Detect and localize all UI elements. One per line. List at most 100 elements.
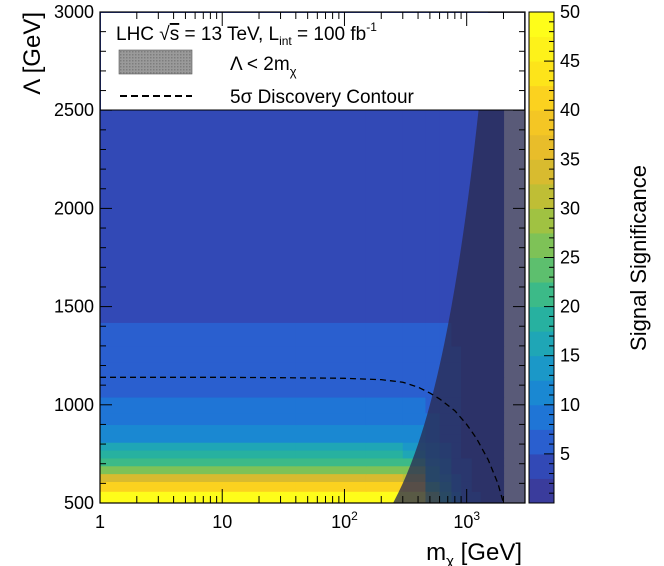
- heatmap-cell: [100, 473, 297, 482]
- heatmap-cell: [425, 345, 441, 363]
- heatmap-cell: [100, 345, 297, 363]
- excluded-region: [393, 12, 525, 503]
- x-tick-label: 103: [453, 509, 480, 532]
- color-bar-bin: [529, 208, 554, 234]
- heatmap-cell: [100, 465, 297, 475]
- color-bar-tick-label: 20: [560, 297, 580, 317]
- heatmap-cell: [402, 424, 427, 435]
- heatmap-cell: [100, 434, 297, 443]
- color-bar-bin: [529, 36, 554, 62]
- y-axis: 500 1000 1500 2000 2500 3000: [54, 2, 525, 513]
- y-tick-label: 1500: [54, 297, 94, 317]
- heatmap-cell: [295, 457, 367, 467]
- heatmap-cell: [295, 345, 367, 363]
- sqrt-symbol: √: [159, 24, 170, 45]
- heatmap-cell: [295, 322, 367, 347]
- heatmap-cell: [365, 491, 404, 503]
- color-bar-tick-label: 45: [560, 51, 580, 71]
- color-bar-bin: [529, 453, 554, 479]
- heatmap-cell: [100, 442, 297, 451]
- heatmap-cell: [365, 434, 404, 443]
- heatmap-cell: [402, 322, 427, 347]
- heatmap-cell: [295, 442, 367, 451]
- heatmap-cell: [365, 424, 404, 435]
- heatmap-cell: [295, 396, 367, 414]
- heatmap-cell: [365, 442, 404, 451]
- color-bar-tick-label: 50: [560, 2, 580, 22]
- y-tick-label: 1000: [54, 395, 94, 415]
- heatmap-cell: [365, 110, 404, 323]
- heatmap-cell: [365, 396, 404, 414]
- heatmap-cell: [100, 361, 297, 378]
- heatmap-cell: [365, 473, 404, 482]
- color-bar-bin: [529, 61, 554, 87]
- heatmap-cell: [295, 449, 367, 459]
- sqrt-radicand: s: [170, 24, 180, 45]
- heatmap-cell: [365, 361, 404, 378]
- heatmap-cell: [100, 110, 297, 323]
- heatmap-cell: [365, 412, 404, 426]
- heatmap-cell: [295, 481, 367, 492]
- color-bar-bin: [529, 183, 554, 209]
- color-bar-bin: [529, 331, 554, 357]
- heatmap-cell: [439, 110, 453, 323]
- y-tick-label: 2000: [54, 198, 94, 218]
- heatmap-cell: [402, 377, 427, 398]
- heatmap-cell: [365, 457, 404, 467]
- heatmap-cell: [100, 481, 297, 492]
- color-bar-tick-label: 25: [560, 248, 580, 268]
- legend: LHC √s = 13 TeV, Lint = 100 fb-1 Λ < 2mχ…: [100, 13, 525, 111]
- heatmap-cell: [100, 322, 297, 347]
- color-bar-bin: [529, 306, 554, 332]
- color-bar-title: Signal Significance: [626, 165, 651, 351]
- heatmap-cell: [100, 396, 297, 414]
- heatmap-cell: [402, 442, 427, 451]
- heatmap-cell: [402, 449, 427, 459]
- heatmap-cell: [365, 345, 404, 363]
- color-bar-axis: 5 10 15 20 25 30 35 40 45 50: [544, 2, 580, 494]
- y-tick-label: 2500: [54, 100, 94, 120]
- x-axis-title: mχ [GeV]: [426, 539, 522, 566]
- x-axis: 1 10 102 103: [95, 12, 526, 532]
- heatmap-cell: [295, 361, 367, 378]
- heatmap-cell: [295, 110, 367, 323]
- heatmap-cell: [402, 110, 427, 323]
- heatmap-cell: [100, 457, 297, 467]
- heatmap-cell: [100, 449, 297, 459]
- heatmap-cell: [425, 322, 441, 347]
- color-bar-bin: [529, 355, 554, 381]
- color-bar-tick-label: 10: [560, 395, 580, 415]
- heatmap-cell: [100, 412, 297, 426]
- legend-header: LHC √s = 13 TeV, Lint = 100 fb-1: [116, 20, 377, 48]
- legend-excluded-label: Λ < 2mχ: [230, 54, 297, 79]
- legend-contour-label: 5σ Discovery Contour: [230, 87, 415, 108]
- x-tick-label: 1: [95, 512, 105, 532]
- heatmap-cell: [295, 424, 367, 435]
- color-bar-bin: [529, 232, 554, 258]
- color-bar-bin: [529, 12, 554, 38]
- heatmap-cell: [295, 377, 367, 398]
- heatmap-cell: [295, 434, 367, 443]
- heatmap-cell: [295, 412, 367, 426]
- heatmap-cell: [365, 449, 404, 459]
- color-bar-bin: [529, 257, 554, 283]
- color-bar: [529, 12, 554, 504]
- x-tick-label: 102: [331, 509, 358, 532]
- legend-excluded-swatch: [118, 49, 193, 75]
- color-bar-bin: [529, 159, 554, 185]
- heatmap-cell: [100, 424, 297, 435]
- heatmap-cell: [100, 377, 297, 398]
- heatmap-cell: [451, 110, 462, 323]
- heatmap-cell: [425, 110, 441, 323]
- heatmap-cell: [402, 434, 427, 443]
- color-bar-bin: [529, 478, 554, 504]
- heatmap-cell: [365, 377, 404, 398]
- color-bar-bin: [529, 380, 554, 406]
- color-bar-bin: [529, 429, 554, 455]
- heatmap-cell: [402, 345, 427, 363]
- heatmap-cell: [295, 465, 367, 475]
- y-tick-label: 3000: [54, 2, 94, 22]
- color-bar-tick-label: 30: [560, 198, 580, 218]
- color-bar-bin: [529, 134, 554, 160]
